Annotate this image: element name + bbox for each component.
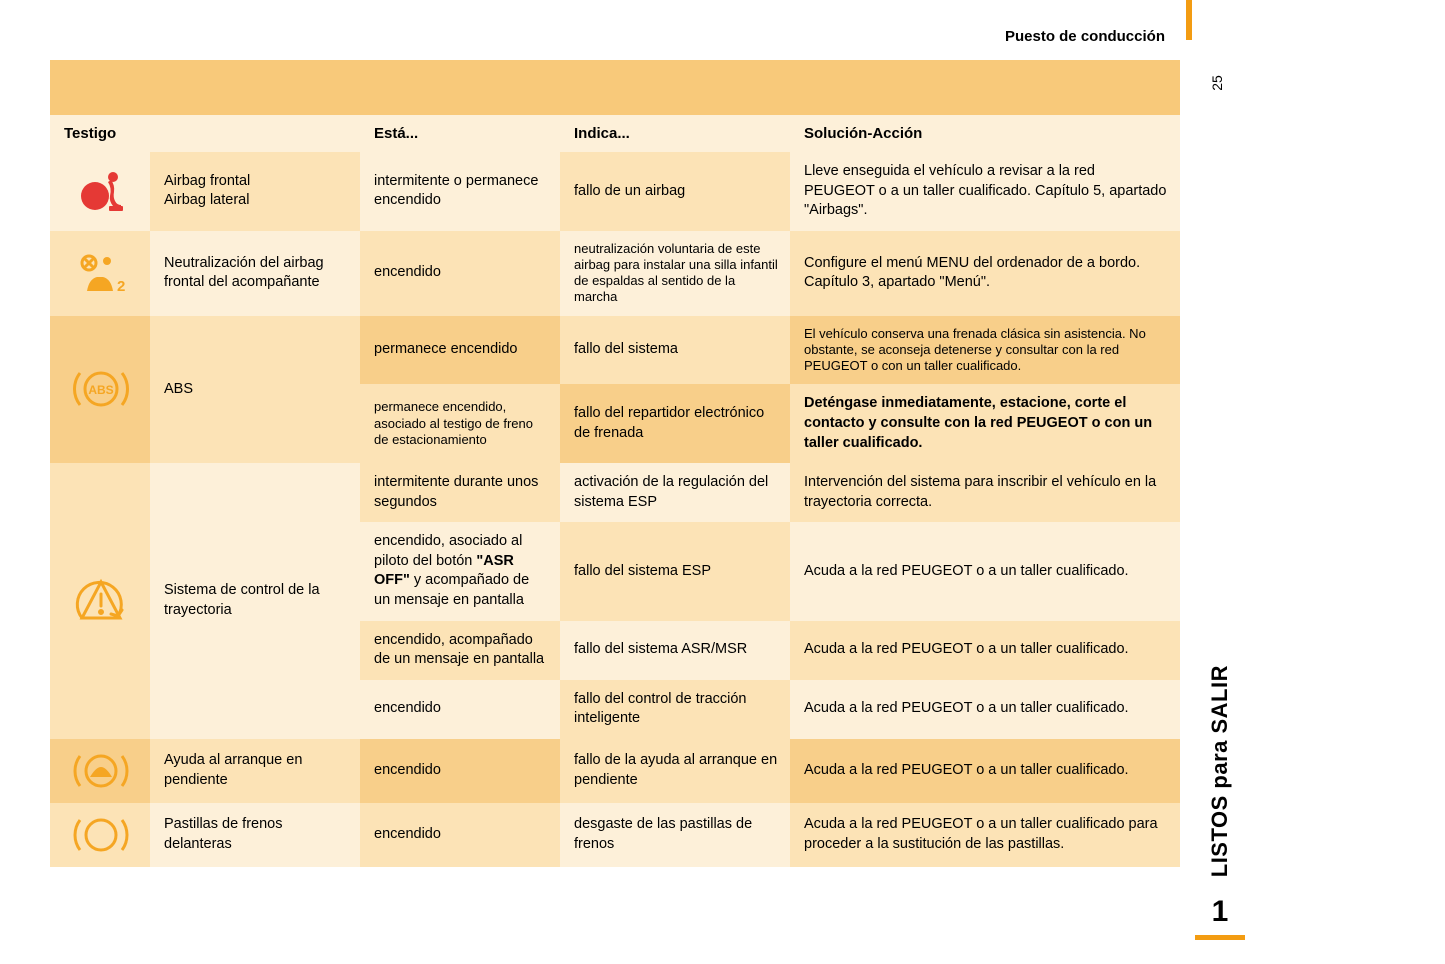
airbag-off-icon: 2 xyxy=(77,253,125,293)
th-solucion: Solución-Acción xyxy=(790,115,1180,152)
cell-indica: fallo de un airbag xyxy=(560,152,790,231)
cell-esta: intermitente o permanece encendido xyxy=(360,152,560,231)
brake-pads-icon xyxy=(72,813,130,857)
th-blank xyxy=(150,115,360,152)
cell-indica: fallo del sistema xyxy=(560,316,790,385)
cell-indica: desgaste de las pastillas de frenos xyxy=(560,803,790,867)
svg-text:ABS: ABS xyxy=(88,383,113,397)
abs-icon: ABS xyxy=(72,365,130,413)
page-number: 25 xyxy=(1209,75,1225,91)
cell-name: Neutralización del airbag frontal del ac… xyxy=(150,231,360,316)
cell-name: Sistema de control de la trayectoria xyxy=(150,463,360,739)
cell-solucion: Acuda a la red PEUGEOT o a un taller cua… xyxy=(790,803,1180,867)
table-row: ABS ABS permanece encendido fallo del si… xyxy=(50,316,1180,385)
cell-solucion: Configure el menú MENU del ordenador de … xyxy=(790,231,1180,316)
cell-indica: fallo del control de tracción inteligent… xyxy=(560,680,790,739)
cell-icon xyxy=(50,152,150,231)
table-row: Sistema de control de la trayectoria int… xyxy=(50,463,1180,522)
cell-indica: fallo del sistema ASR/MSR xyxy=(560,621,790,680)
cell-icon xyxy=(50,739,150,803)
cell-esta: encendido, acompañado de un mensaje en p… xyxy=(360,621,560,680)
cell-solucion: Acuda a la red PEUGEOT o a un taller cua… xyxy=(790,522,1180,620)
cell-esta: encendido xyxy=(360,680,560,739)
cell-solucion: Acuda a la red PEUGEOT o a un taller cua… xyxy=(790,739,1180,803)
cell-solucion: Lleve enseguida el vehículo a revisar a … xyxy=(790,152,1180,231)
th-indica: Indica... xyxy=(560,115,790,152)
cell-indica: fallo del sistema ESP xyxy=(560,522,790,620)
cell-solucion: Acuda a la red PEUGEOT o a un taller cua… xyxy=(790,621,1180,680)
cell-indica: fallo de la ayuda al arranque en pendien… xyxy=(560,739,790,803)
cell-solucion: Acuda a la red PEUGEOT o a un taller cua… xyxy=(790,680,1180,739)
cell-indica: activación de la regulación del sistema … xyxy=(560,463,790,522)
warning-lights-table: Testigo Está... Indica... Solución-Acció… xyxy=(50,60,1180,867)
side-panel: LISTOS para SALIR 1 xyxy=(1195,105,1245,935)
cell-name: Airbag frontalAirbag lateral xyxy=(150,152,360,231)
cell-esta: encendido xyxy=(360,803,560,867)
table: Testigo Está... Indica... Solución-Acció… xyxy=(50,115,1180,867)
cell-solucion: El vehículo conserva una frenada clásica… xyxy=(790,316,1180,385)
cell-indica: neutralización voluntaria de este airbag… xyxy=(560,231,790,316)
cell-esta: intermitente durante unos segundos xyxy=(360,463,560,522)
cell-solucion: Deténgase inmediatamente, estacione, cor… xyxy=(790,384,1180,463)
page-title: Puesto de conducción xyxy=(1005,28,1165,45)
cell-name: Pastillas de frenos delanteras xyxy=(150,803,360,867)
cell-name: Ayuda al arranque en pendiente xyxy=(150,739,360,803)
cell-name: ABS xyxy=(150,316,360,463)
table-header-row: Testigo Está... Indica... Solución-Acció… xyxy=(50,115,1180,152)
th-testigo: Testigo xyxy=(50,115,150,152)
cell-esta: encendido xyxy=(360,739,560,803)
cell-esta: encendido xyxy=(360,231,560,316)
cell-icon xyxy=(50,463,150,739)
accent-bar-top xyxy=(1186,0,1192,40)
table-row: 2 Neutralización del airbag frontal del … xyxy=(50,231,1180,316)
table-row: Pastillas de frenos delanteras encendido… xyxy=(50,803,1180,867)
cell-icon: 2 xyxy=(50,231,150,316)
side-chapter: 1 xyxy=(1212,895,1229,929)
cell-icon xyxy=(50,803,150,867)
airbag-icon xyxy=(75,170,127,212)
svg-text:2: 2 xyxy=(117,278,125,293)
side-label: LISTOS para SALIR xyxy=(1207,665,1233,877)
hill-icon xyxy=(72,749,130,793)
th-esta: Está... xyxy=(360,115,560,152)
cell-esta: permanece encendido, asociado al testigo… xyxy=(360,384,560,463)
table-banner xyxy=(50,60,1180,115)
cell-esta: encendido, asociado al piloto del botón … xyxy=(360,522,560,620)
esp-icon xyxy=(74,576,128,626)
side-underline xyxy=(1195,935,1245,940)
cell-solucion: Intervención del sistema para inscribir … xyxy=(790,463,1180,522)
cell-icon: ABS xyxy=(50,316,150,463)
cell-indica: fallo del repartidor electrónico de fren… xyxy=(560,384,790,463)
table-row: Airbag frontalAirbag lateral intermitent… xyxy=(50,152,1180,231)
cell-esta: permanece encendido xyxy=(360,316,560,385)
table-row: Ayuda al arranque en pendiente encendido… xyxy=(50,739,1180,803)
